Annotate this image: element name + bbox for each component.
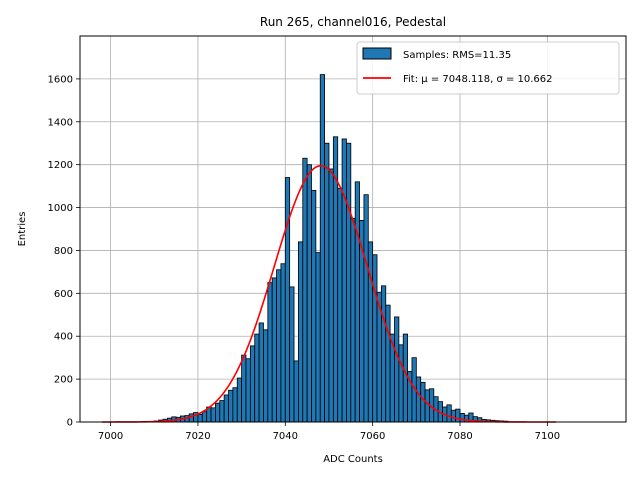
histogram-bar xyxy=(367,241,374,423)
x-tick-label: 7040 xyxy=(273,431,298,442)
legend-samples-label: Samples: RMS=11.35 xyxy=(403,50,511,61)
histogram-bar xyxy=(241,354,247,423)
histogram-bar xyxy=(450,409,457,423)
y-tick-label: 1400 xyxy=(48,117,73,128)
histogram-bar xyxy=(315,252,321,423)
histogram-bar xyxy=(319,74,326,423)
histogram-bar xyxy=(311,189,317,423)
histogram-bar xyxy=(446,404,452,423)
histogram-bar xyxy=(201,411,208,423)
x-tick-label: 7020 xyxy=(185,431,210,442)
histogram-bar xyxy=(280,263,286,423)
histogram-bar xyxy=(354,181,360,423)
legend: Samples: RMS=11.35 Fit: μ = 7048.118, σ … xyxy=(356,41,620,95)
gaussian-fit xyxy=(101,164,557,423)
y-tick-label: 200 xyxy=(54,375,73,386)
histogram-bar xyxy=(284,177,291,423)
histogram-bar xyxy=(276,269,282,423)
histogram-bar xyxy=(228,389,234,423)
legend-fit-label: Fit: μ = 7048.118, σ = 10.662 xyxy=(403,74,553,85)
histogram-bar xyxy=(380,285,387,423)
histogram-bar xyxy=(337,187,343,423)
y-tick-label: 600 xyxy=(54,289,73,300)
x-tick-label: 7060 xyxy=(360,431,385,442)
histogram-bar xyxy=(258,322,264,423)
histogram-bar xyxy=(372,254,378,423)
histogram-bar xyxy=(245,358,251,423)
histogram-bar xyxy=(197,413,203,423)
histogram-bar xyxy=(394,316,400,423)
histogram-bar xyxy=(215,402,221,423)
histogram-bar xyxy=(263,329,269,423)
y-tick-label: 1000 xyxy=(48,203,73,214)
histogram-bar xyxy=(267,282,273,423)
legend-samples-swatch xyxy=(362,47,392,60)
histogram-bar xyxy=(385,304,391,423)
histogram-bar xyxy=(424,389,430,423)
histogram-bar xyxy=(306,164,312,423)
histogram-bar xyxy=(232,387,238,423)
histogram-bar xyxy=(271,277,277,423)
histogram-bar xyxy=(398,344,404,423)
histogram-bar xyxy=(363,194,369,423)
histogram-bar xyxy=(341,138,347,423)
y-tick-label: 400 xyxy=(54,332,73,343)
histogram-bar xyxy=(324,142,330,423)
histogram-bar xyxy=(297,241,304,423)
histogram-bar xyxy=(402,333,408,423)
histogram-bar xyxy=(328,168,334,423)
plot-frame xyxy=(79,35,627,423)
histogram-bar xyxy=(249,345,256,423)
x-tick-label: 7100 xyxy=(535,431,560,442)
histogram-bar xyxy=(420,381,426,423)
y-tick-label: 800 xyxy=(54,246,73,257)
y-axis-ticks: 0 200 400 600 800 1000 1200 1400 1600 xyxy=(48,74,80,429)
histogram-bar xyxy=(459,413,465,423)
histogram-bar xyxy=(346,142,352,423)
histogram-bar xyxy=(219,400,225,423)
x-tick-label: 7080 xyxy=(447,431,472,442)
histogram-bar xyxy=(236,377,243,423)
y-axis-label: Entries xyxy=(17,212,28,247)
histogram-bar xyxy=(188,413,194,423)
y-tick-label: 1600 xyxy=(48,74,73,85)
histogram-bar xyxy=(254,333,260,423)
histogram-bar xyxy=(415,376,422,423)
x-axis-label: ADC Counts xyxy=(323,454,383,465)
histogram-bar xyxy=(293,360,299,423)
histogram-bar xyxy=(289,286,295,423)
x-tick-label: 7000 xyxy=(98,431,123,442)
histogram-bar xyxy=(350,217,356,423)
legend-box xyxy=(356,41,620,95)
histogram-bar xyxy=(210,407,216,423)
y-tick-label: 0 xyxy=(67,418,73,429)
histogram-bar xyxy=(302,157,308,423)
histogram-bar xyxy=(223,394,229,423)
fit-curve xyxy=(101,164,557,423)
histogram-bar xyxy=(455,408,461,423)
y-tick-label: 1200 xyxy=(48,160,73,171)
x-axis-ticks: 7000 7020 7040 7060 7080 7100 xyxy=(98,422,560,442)
chart-title: Run 265, channel016, Pedestal xyxy=(260,15,446,29)
